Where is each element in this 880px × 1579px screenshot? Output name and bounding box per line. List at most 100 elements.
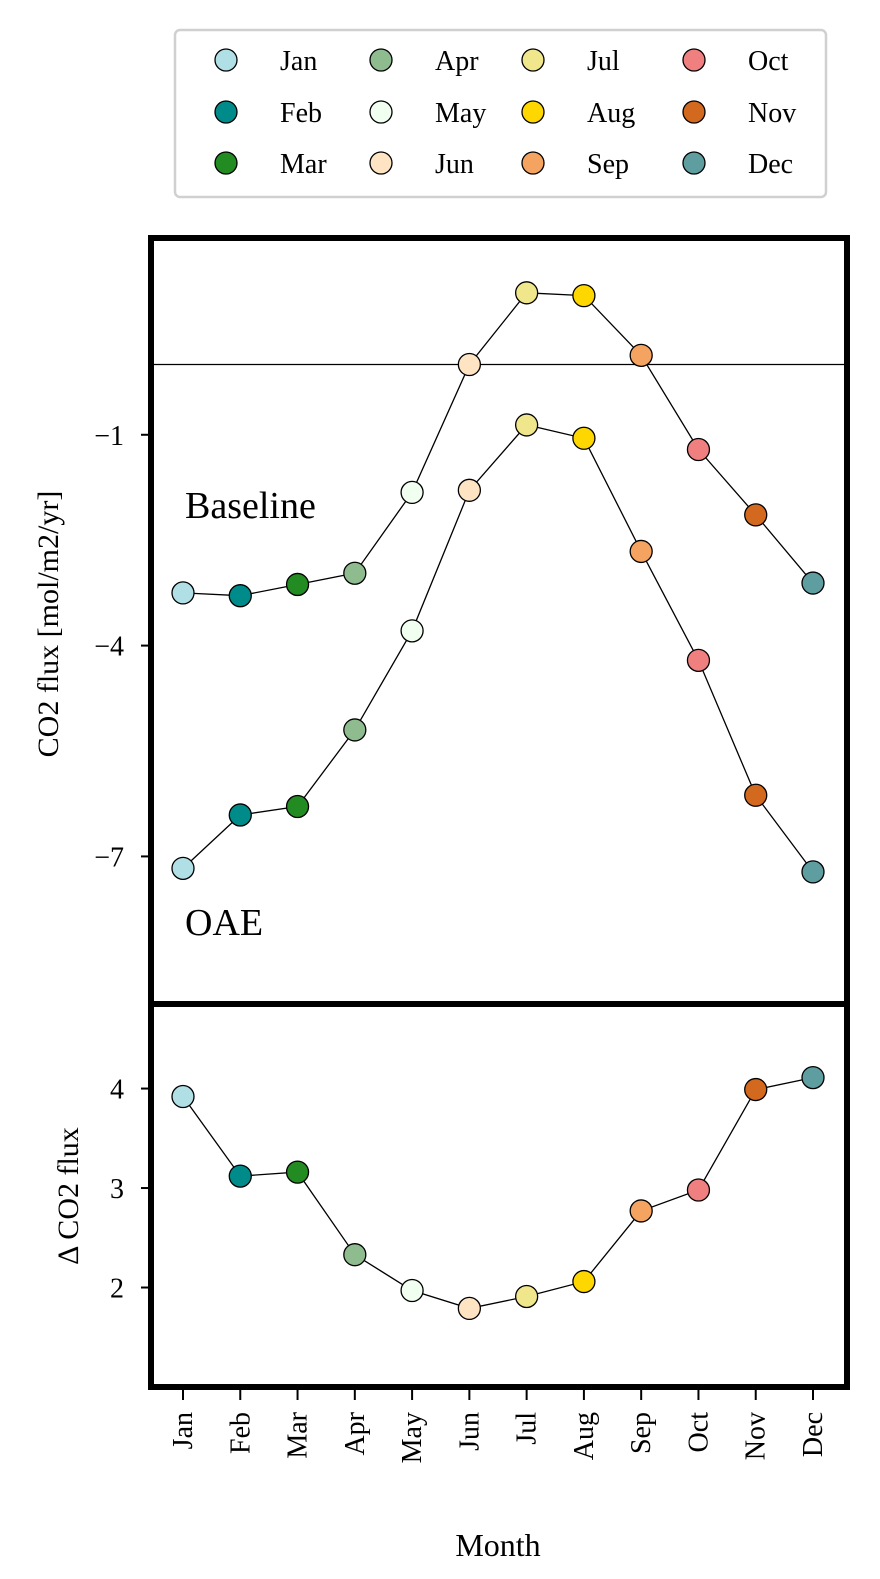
top-y-axis-label: CO2 flux [mol/m2/yr] bbox=[32, 491, 65, 758]
bottom-series-line bbox=[182, 1076, 814, 1310]
oae-point-nov bbox=[744, 783, 768, 807]
x-tick-label-mar: Mar bbox=[283, 1411, 314, 1458]
baseline-point-may bbox=[400, 480, 424, 505]
bottom-ytick-label: 3 bbox=[110, 1174, 124, 1205]
oae-point-jul bbox=[514, 413, 539, 437]
delta-point-nov bbox=[744, 1077, 768, 1102]
legend-label-sep: Sep bbox=[587, 149, 629, 180]
legend-label-oct: Oct bbox=[748, 46, 789, 77]
delta-point-oct bbox=[686, 1178, 711, 1202]
x-tick-label-jan: Jan bbox=[168, 1412, 199, 1449]
top-ytick-label: −1 bbox=[94, 421, 124, 452]
delta-point-sep bbox=[629, 1199, 653, 1223]
legend-label-nov: Nov bbox=[748, 98, 796, 129]
bottom-ytick-label: 4 bbox=[110, 1075, 124, 1106]
baseline-point-sep bbox=[629, 343, 653, 368]
x-tick-label-aug: Aug bbox=[569, 1412, 600, 1460]
baseline-point-aug bbox=[572, 283, 596, 308]
x-tick-label-oct: Oct bbox=[683, 1412, 714, 1453]
baseline-point-oct bbox=[686, 437, 711, 462]
oae-point-aug bbox=[572, 426, 596, 450]
x-tick-label-dec: Dec bbox=[798, 1412, 829, 1457]
legend-label-jan: Jan bbox=[280, 46, 317, 77]
top-ytick-label: −4 bbox=[94, 632, 124, 663]
legend-items: Jan Feb Mar Apr May Jun Jul Aug Sep Oct Nov Dec bbox=[214, 46, 796, 180]
legend-marker-dec bbox=[682, 151, 706, 175]
legend: Jan Feb Mar Apr May Jun Jul Aug Sep Oct Nov Dec bbox=[173, 28, 828, 199]
legend-marker-jun bbox=[369, 151, 393, 175]
delta-point-jan bbox=[171, 1084, 195, 1109]
legend-marker-nov bbox=[682, 100, 706, 124]
legend-label-jul: Jul bbox=[587, 46, 620, 77]
top-series-lines bbox=[182, 292, 814, 873]
delta-line bbox=[182, 1076, 814, 1310]
x-axis-label: Month bbox=[455, 1527, 540, 1563]
legend-label-apr: Apr bbox=[435, 46, 479, 77]
legend-marker-feb bbox=[214, 100, 238, 124]
oae-point-may bbox=[400, 619, 424, 643]
delta-point-dec bbox=[801, 1065, 825, 1090]
top-series-points bbox=[171, 281, 825, 884]
legend-marker-aug bbox=[521, 100, 545, 124]
oae-point-jan bbox=[171, 856, 195, 881]
top-y-ticks: −1 −4 −7 bbox=[94, 421, 151, 873]
annotation-baseline: Baseline bbox=[185, 485, 316, 527]
baseline-point-mar bbox=[285, 572, 310, 597]
legend-label-mar: Mar bbox=[280, 149, 327, 180]
oae-point-apr bbox=[343, 718, 367, 742]
x-tick-label-jul: Jul bbox=[512, 1412, 543, 1445]
legend-label-aug: Aug bbox=[587, 98, 635, 129]
baseline-point-dec bbox=[801, 571, 825, 595]
legend-frame bbox=[173, 28, 828, 199]
x-tick-label-may: May bbox=[397, 1412, 428, 1463]
baseline-point-nov bbox=[744, 503, 768, 527]
legend-marker-mar bbox=[214, 151, 238, 175]
oae-point-jun bbox=[457, 478, 482, 502]
x-tick-label-nov: Nov bbox=[741, 1412, 772, 1460]
baseline-point-jul bbox=[514, 281, 539, 305]
delta-point-aug bbox=[572, 1269, 596, 1294]
baseline-point-jan bbox=[171, 581, 195, 605]
legend-label-dec: Dec bbox=[748, 149, 793, 180]
top-ytick-label: −7 bbox=[94, 842, 124, 873]
delta-point-apr bbox=[343, 1243, 367, 1267]
delta-point-jun bbox=[457, 1296, 482, 1321]
bottom-panel: 2 3 4 Δ CO2 flux bbox=[52, 1001, 850, 1390]
legend-marker-jul bbox=[521, 48, 545, 72]
delta-point-feb bbox=[228, 1164, 252, 1188]
baseline-point-apr bbox=[343, 561, 367, 585]
x-tick-label-sep: Sep bbox=[626, 1412, 657, 1454]
oae-point-sep bbox=[629, 539, 653, 564]
baseline-point-jun bbox=[457, 352, 482, 377]
x-axis-ticks: Jan Feb Mar Apr May Jun Jul Aug Sep Oct Nov Dec bbox=[168, 1390, 829, 1463]
legend-marker-sep bbox=[521, 151, 545, 175]
x-tick-label-jun: Jun bbox=[454, 1412, 485, 1451]
legend-marker-apr bbox=[369, 48, 393, 72]
top-panel: −1 −4 −7 Baseline OAE CO2 flux [mol/m2/yr] bbox=[32, 235, 850, 1007]
legend-label-feb: Feb bbox=[280, 98, 322, 129]
bottom-y-ticks: 2 3 4 bbox=[110, 1075, 151, 1305]
delta-point-may bbox=[400, 1278, 424, 1303]
legend-label-may: May bbox=[435, 98, 486, 129]
top-plot-frame bbox=[148, 235, 850, 1007]
baseline-line bbox=[182, 292, 814, 597]
x-tick-label-apr: Apr bbox=[340, 1411, 371, 1455]
oae-point-oct bbox=[686, 648, 711, 673]
legend-marker-oct bbox=[682, 48, 706, 72]
legend-label-jun: Jun bbox=[435, 149, 474, 180]
legend-marker-jan bbox=[214, 48, 238, 72]
oae-point-dec bbox=[801, 860, 825, 884]
delta-point-jul bbox=[514, 1284, 539, 1309]
delta-point-mar bbox=[285, 1160, 310, 1184]
x-tick-label-feb: Feb bbox=[225, 1412, 256, 1454]
bottom-y-axis-label: Δ CO2 flux bbox=[52, 1127, 85, 1265]
bottom-series-points bbox=[171, 1065, 825, 1321]
bottom-ytick-label: 2 bbox=[110, 1274, 124, 1305]
bottom-plot-frame bbox=[148, 1001, 850, 1390]
baseline-point-feb bbox=[228, 584, 252, 608]
oae-point-mar bbox=[285, 794, 310, 819]
legend-marker-may bbox=[369, 100, 393, 124]
annotation-oae: OAE bbox=[185, 902, 263, 944]
oae-point-feb bbox=[228, 803, 252, 827]
